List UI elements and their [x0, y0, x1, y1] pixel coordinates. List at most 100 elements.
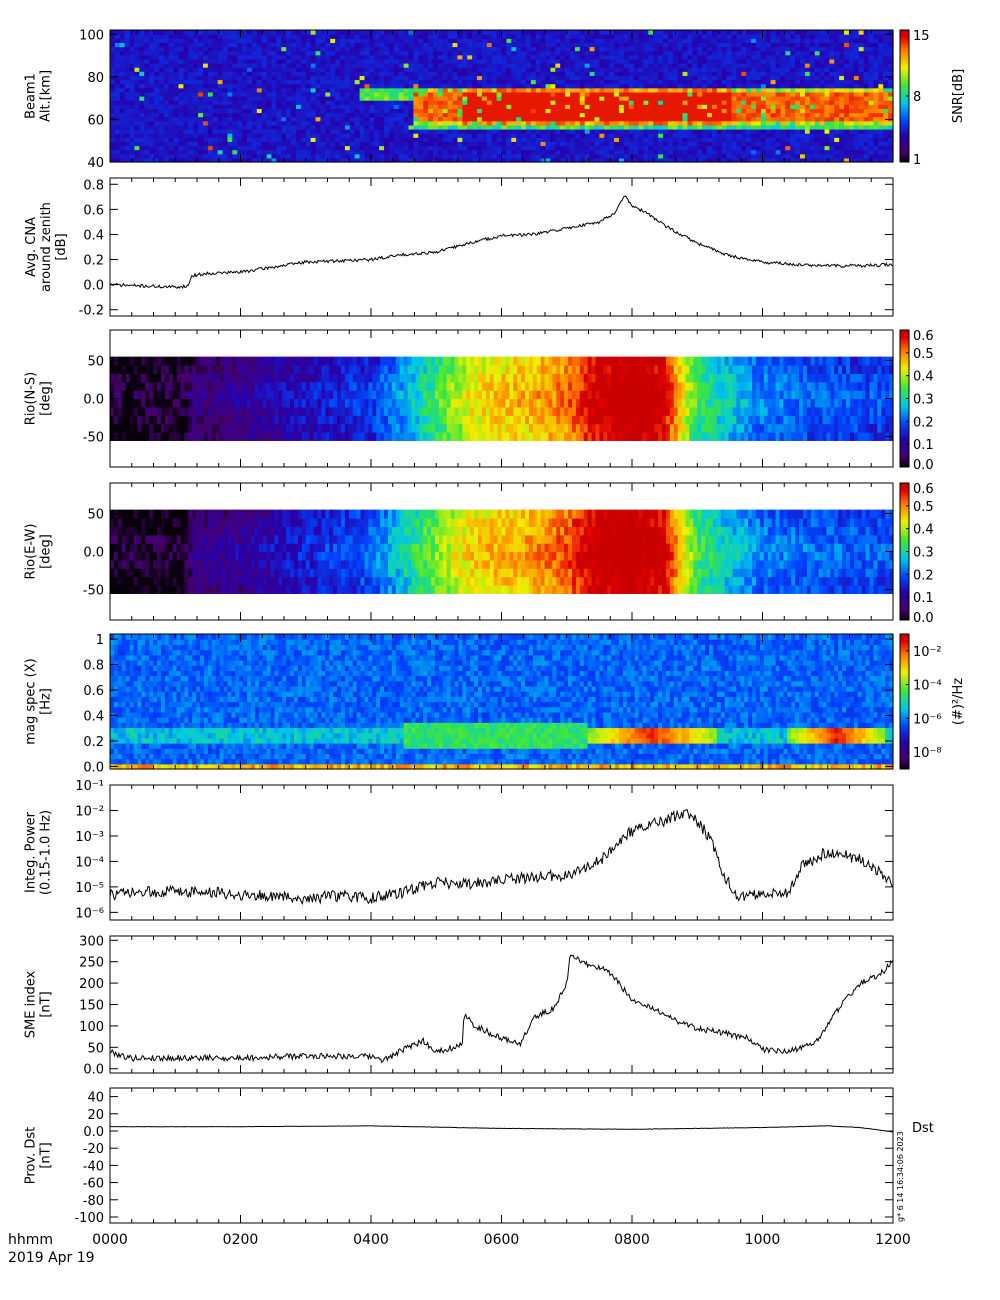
- xtick-label: 0200: [223, 1232, 259, 1248]
- heatmap-cells-4: [110, 509, 894, 594]
- ylabel-line: Prov. Dst: [24, 1127, 39, 1184]
- ytick-label: -100: [74, 1211, 104, 1226]
- xaxis-label: hhmm: [8, 1232, 53, 1248]
- ylabel-line: [dB]: [54, 233, 69, 260]
- ylabel-line: Rio(N-S): [24, 372, 39, 425]
- colorbar-tick-label: 10⁻⁸: [913, 746, 942, 761]
- series-line-8: [109, 1125, 893, 1133]
- ylabel-line: Beam1: [24, 73, 39, 119]
- series-line-7: [109, 954, 894, 1064]
- colorbar-label: SNR[dB]: [951, 69, 966, 123]
- colorbar-tick-label: 0.2: [913, 415, 934, 430]
- ytick-label: -40: [83, 1159, 104, 1174]
- ytick-label: 10⁻²: [75, 804, 104, 819]
- plot-layer: [109, 30, 909, 1133]
- ylabel-line: [deg]: [39, 381, 54, 416]
- colorbar-tick-label: 0.5: [913, 347, 934, 362]
- ytick-label: -50: [83, 431, 104, 446]
- ytick-label: 100: [79, 1020, 104, 1035]
- ytick-label: -0.2: [79, 304, 104, 319]
- colorbar-tick-label: 10⁻⁴: [913, 679, 942, 694]
- ylabel-line: Integ. Power: [24, 811, 39, 893]
- ytick-label: 0.8: [83, 178, 104, 193]
- colorbar-tick-label: 0.6: [913, 482, 934, 497]
- xtick-label: 0800: [614, 1232, 650, 1248]
- ytick-label: 300: [79, 934, 104, 949]
- heatmap-cells-1: [110, 30, 894, 163]
- colorbar-tick-label: 0.0: [913, 611, 934, 626]
- colorbar-tick-label: 0.3: [913, 546, 934, 561]
- ytick-label: 0.6: [83, 684, 104, 699]
- series-line-2: [109, 195, 894, 290]
- ylabel-line: Avg. CNA: [24, 217, 39, 277]
- ylabel-line: Rio(E-W): [24, 524, 39, 580]
- xtick-label: 1200: [875, 1232, 911, 1248]
- colorbar-tick-label: 10⁻²: [913, 645, 942, 660]
- ytick-label: 200: [79, 977, 104, 992]
- colorbar-5: [900, 634, 909, 770]
- ylabel-line: [nT]: [39, 1142, 54, 1168]
- colorbar-3: [900, 330, 909, 468]
- ytick-label: 250: [79, 956, 104, 971]
- heatmap-cells-3: [110, 356, 894, 441]
- ytick-label: 0.8: [83, 659, 104, 674]
- ylabel-line: [deg]: [39, 534, 54, 569]
- ytick-label: 10⁻¹: [75, 779, 104, 794]
- ytick-label: 60: [87, 113, 104, 128]
- ylabel-line: Alt.[km]: [39, 70, 54, 122]
- colorbar-tick-label: 8: [913, 90, 921, 105]
- ytick-label: 10⁻⁶: [75, 906, 104, 921]
- colorbar-tick-label: 0.4: [913, 370, 934, 385]
- panel-frame-6: [109, 784, 894, 921]
- ytick-label: 0.4: [83, 228, 104, 243]
- xtick-label: 1000: [745, 1232, 781, 1248]
- colorbar-tick-label: 1: [913, 153, 921, 168]
- colorbar-tick-label: 0.0: [913, 458, 934, 473]
- series-line-6: [109, 809, 894, 906]
- side-stamp: g* 6 14 16:34:06 2023: [896, 1131, 905, 1222]
- ytick-label: 0.6: [83, 203, 104, 218]
- colorbar-label: (#)²/Hz: [951, 678, 966, 725]
- colorbar-tick-label: 0.4: [913, 523, 934, 538]
- ytick-label: 0.0: [83, 1125, 104, 1140]
- text-layer: 40 60 80 100 Beam1 Alt.[km] 1 8 15 SNR[dB] -0.2 0.0…: [8, 28, 966, 1266]
- ylabel-line: around zenith: [39, 202, 54, 292]
- colorbar-4: [900, 483, 909, 621]
- ytick-label: 80: [87, 71, 104, 86]
- colorbar-tick-label: 0.1: [913, 438, 934, 453]
- date-label: 2019 Apr 19: [8, 1250, 95, 1266]
- ytick-label: 10⁻³: [75, 830, 104, 845]
- ytick-label: 40: [87, 156, 104, 171]
- xtick-label: 0600: [484, 1232, 520, 1248]
- colorbar-tick-label: 0.2: [913, 568, 934, 583]
- colorbar-tick-label: 0.5: [913, 500, 934, 515]
- ytick-label: 1: [96, 633, 104, 648]
- ytick-label: 0.0: [83, 546, 104, 561]
- ytick-label: -50: [83, 584, 104, 599]
- ytick-label: 0.0: [83, 393, 104, 408]
- ytick-label: 150: [79, 999, 104, 1014]
- ytick-label: 100: [79, 28, 104, 43]
- heatmap-cells-5: [110, 634, 894, 770]
- colorbar-tick-label: 0.6: [913, 329, 934, 344]
- ylabel-line: (0.15-1.0 Hz): [39, 810, 54, 895]
- ytick-label: 50: [87, 354, 104, 369]
- legend-label: Dst: [912, 1121, 934, 1136]
- colorbar-tick-label: 15: [913, 29, 930, 44]
- ytick-label: 0.2: [83, 254, 104, 269]
- ytick-label: 50: [87, 1041, 104, 1056]
- ytick-label: 0.0: [83, 760, 104, 775]
- ytick-label: 10⁻⁴: [75, 855, 104, 870]
- ylabel-line: [nT]: [39, 991, 54, 1017]
- ytick-label: -60: [83, 1177, 104, 1192]
- colorbar-tick-label: 10⁻⁶: [913, 712, 942, 727]
- colorbar-tick-label: 0.1: [913, 591, 934, 606]
- ytick-label: 50: [87, 507, 104, 522]
- xtick-label: 0000: [92, 1232, 128, 1248]
- ylabel-line: SME index: [24, 971, 39, 1039]
- xtick-label: 0400: [353, 1232, 389, 1248]
- panel-frame-8: [109, 1087, 894, 1224]
- ylabel-line: [Hz]: [39, 688, 54, 715]
- ytick-label: 0.0: [83, 1063, 104, 1078]
